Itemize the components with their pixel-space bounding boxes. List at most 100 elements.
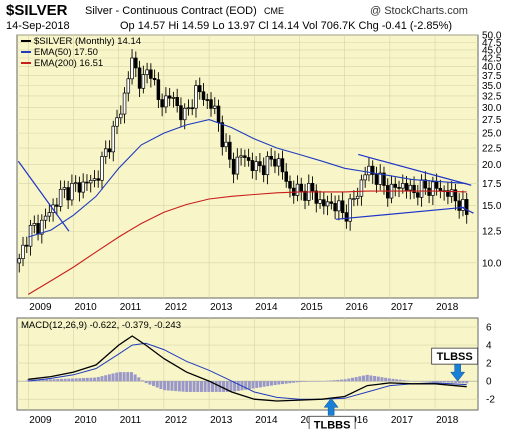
macd-histogram-bar <box>450 381 454 383</box>
candle-body <box>295 183 300 196</box>
candle-body <box>197 85 202 93</box>
macd-histogram-bar <box>96 377 100 382</box>
macd-histogram-bar <box>354 377 358 382</box>
candle-body <box>137 67 142 89</box>
macd-histogram-bar <box>406 380 410 382</box>
price-x-tick: 2016 <box>346 302 369 313</box>
candle-body <box>235 156 240 175</box>
macd-histogram-bar <box>137 377 141 382</box>
macd-histogram-bar <box>339 379 343 382</box>
macd-histogram-bar <box>454 381 458 383</box>
macd-histogram-bar <box>222 381 226 392</box>
macd-histogram-bar <box>244 381 248 390</box>
macd-histogram-bar <box>262 381 266 387</box>
macd-histogram-bar <box>424 381 428 382</box>
price-y-tick: 45.0 <box>482 45 502 56</box>
candle-body <box>126 78 131 94</box>
macd-y-tick: 2 <box>486 359 492 370</box>
exchange-label: CME <box>264 6 284 16</box>
candle-body <box>337 200 341 212</box>
macd-x-tick: 2017 <box>391 415 414 426</box>
macd-histogram-bar <box>166 381 170 391</box>
candle-body <box>288 181 292 189</box>
macd-histogram-bar <box>56 379 60 382</box>
candle-body <box>374 174 379 185</box>
macd-histogram-bar <box>174 381 178 392</box>
price-y-tick: 32.5 <box>482 91 502 102</box>
candle-body <box>175 97 179 107</box>
candle-body <box>167 95 172 99</box>
price-y-tick: 35.0 <box>482 81 502 92</box>
macd-histogram-bar <box>170 381 174 391</box>
macd-histogram-bar <box>225 381 229 392</box>
macd-histogram-bar <box>376 376 380 382</box>
candle-body <box>164 95 168 108</box>
macd-histogram-bar <box>148 381 152 385</box>
macd-histogram-bar <box>78 378 82 382</box>
macd-histogram-bar <box>413 381 417 382</box>
price-y-tick: 50.0 <box>482 31 502 42</box>
macd-histogram-bar <box>398 379 402 382</box>
candle-body <box>427 187 431 196</box>
candle-body <box>276 158 281 167</box>
price-y-tick: 10.0 <box>482 258 502 269</box>
price-y-tick: 47.5 <box>482 38 502 49</box>
macd-histogram-bar <box>299 381 303 382</box>
macd-histogram-bar <box>350 377 354 382</box>
price-y-tick: 27.5 <box>482 115 502 126</box>
macd-signal-line <box>28 342 467 400</box>
macd-y-tick: -2 <box>486 395 495 406</box>
candle-body <box>310 183 315 192</box>
macd-x-tick: 2014 <box>255 415 278 426</box>
candle-body <box>77 182 82 193</box>
macd-line <box>28 335 467 402</box>
macd-histogram-bar <box>306 381 310 382</box>
candle-body <box>134 57 138 69</box>
candle-body <box>149 69 153 79</box>
price-y-tick: 15.0 <box>482 201 502 212</box>
price-y-tick: 42.5 <box>482 54 502 65</box>
macd-histogram-bar <box>67 378 71 382</box>
macd-histogram-bar <box>461 381 465 384</box>
price-y-tick: 20.0 <box>482 160 502 171</box>
macd-histogram-bar <box>420 381 424 382</box>
price-x-tick: 2015 <box>300 302 323 313</box>
macd-histogram-bar <box>362 375 366 382</box>
macd-histogram-bar <box>273 381 277 386</box>
candle-body <box>216 105 221 124</box>
price-x-tick: 2011 <box>120 302 142 313</box>
macd-histogram-bar <box>159 381 163 389</box>
macd-histogram-bar <box>284 381 288 384</box>
trendline-lower <box>335 206 465 220</box>
candle-body <box>404 183 409 191</box>
macd-histogram-bar <box>380 377 384 382</box>
macd-x-tick: 2016 <box>346 415 369 426</box>
trendline-down-2008 <box>17 160 70 232</box>
legend-item-price: $SILVER (Monthly) 14.14 <box>34 36 141 47</box>
macd-x-tick: 2009 <box>29 415 52 426</box>
candle-body <box>303 190 307 201</box>
macd-histogram-bar <box>439 381 443 383</box>
candle-body <box>378 172 382 185</box>
candle-body <box>416 192 420 198</box>
candle-body <box>231 158 236 175</box>
candle-body <box>340 200 345 213</box>
candle-body <box>299 183 304 192</box>
candle-body <box>119 113 123 119</box>
candle-body <box>284 171 288 182</box>
legend-item-ema200: EMA(200) 16.51 <box>34 58 103 69</box>
macd-histogram-bar <box>181 381 185 392</box>
candle-body <box>423 179 428 189</box>
price-y-tick: 30.0 <box>482 103 502 114</box>
macd-x-tick: 2010 <box>74 415 97 426</box>
candle-body <box>434 181 439 189</box>
macd-histogram-bar <box>26 379 30 382</box>
candle-body <box>243 155 247 158</box>
macd-histogram-bar <box>387 378 391 382</box>
candle-body <box>141 74 146 89</box>
candle-body <box>393 183 398 188</box>
macd-histogram-bar <box>82 378 86 382</box>
candle-body <box>92 178 97 181</box>
price-x-tick: 2010 <box>74 302 97 313</box>
candle-body <box>314 190 319 204</box>
